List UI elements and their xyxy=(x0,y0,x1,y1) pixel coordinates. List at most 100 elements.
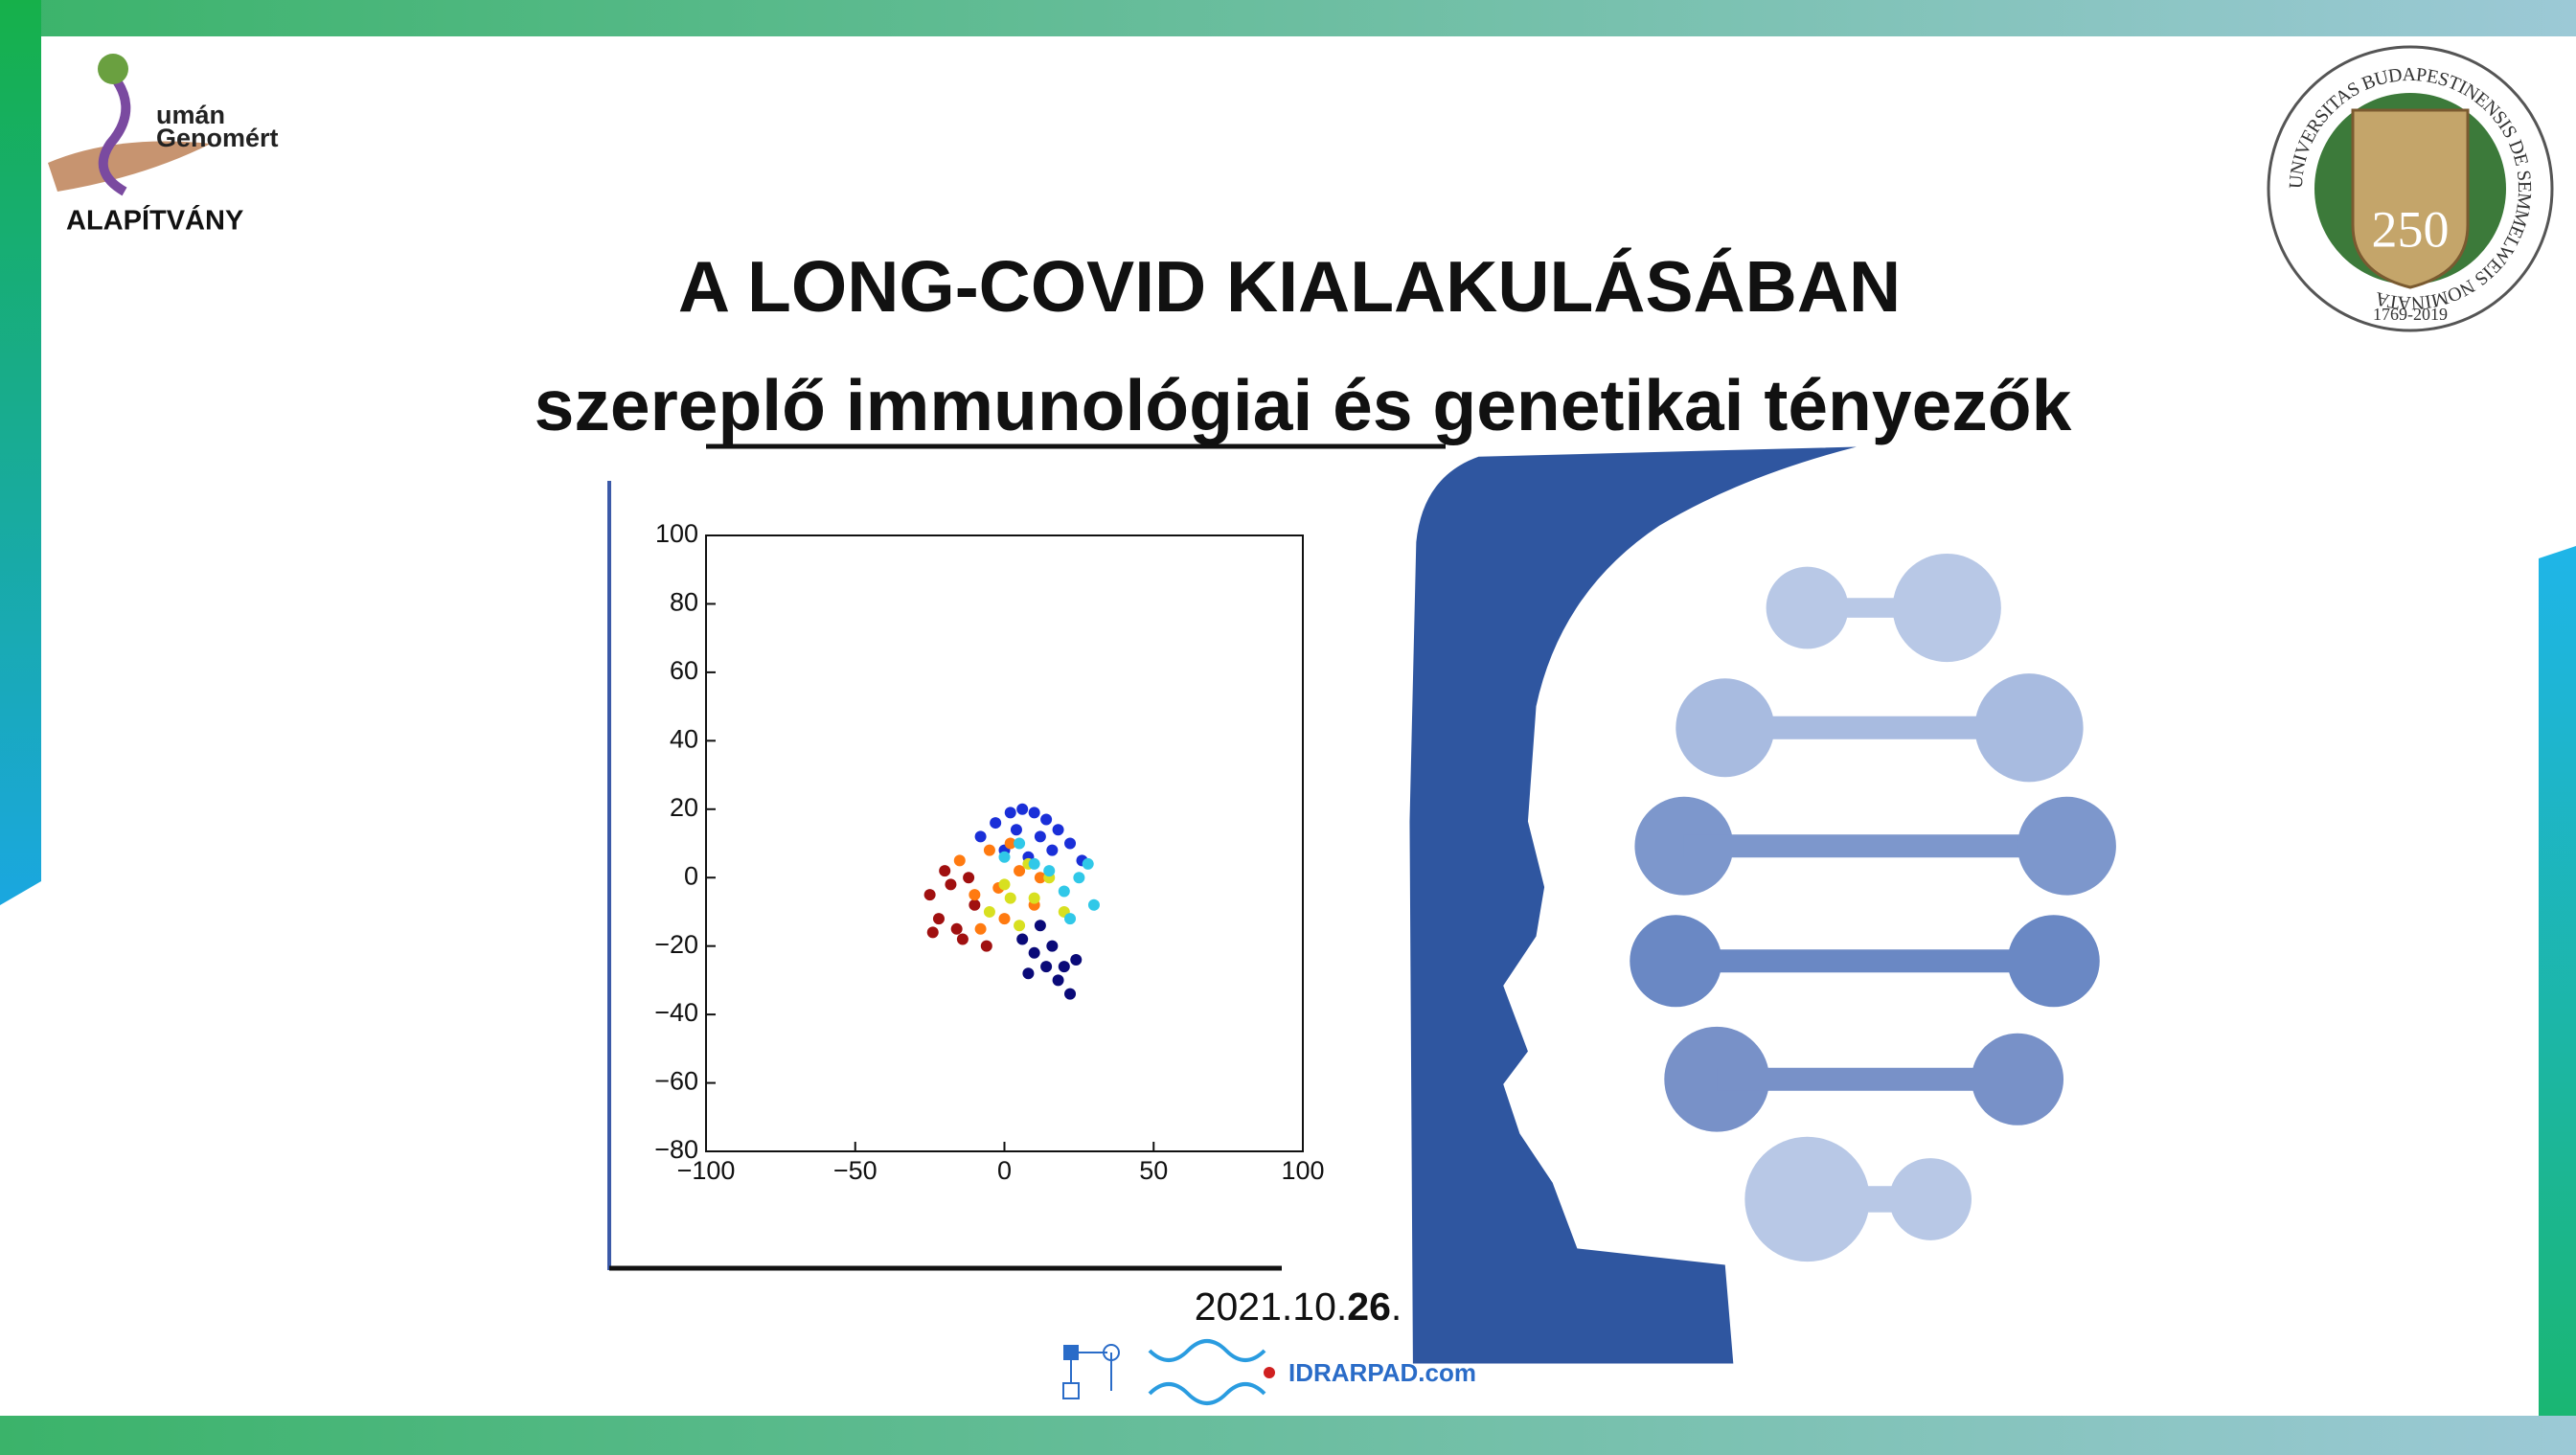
point xyxy=(983,844,995,856)
head-illustration xyxy=(1409,446,2116,1364)
point xyxy=(1040,813,1053,826)
y-tick-label: −60 xyxy=(654,1067,698,1096)
point xyxy=(1034,872,1046,884)
point xyxy=(998,913,1011,925)
date-part: 2021.10. xyxy=(1195,1284,1348,1329)
y-tick-label: 80 xyxy=(670,588,698,617)
point xyxy=(1014,837,1026,850)
point xyxy=(1010,824,1022,836)
logo-text: Genomért xyxy=(156,124,279,152)
seal: UNIVERSITAS BUDAPESTINENSIS DE SEMMELWEI… xyxy=(2267,45,2554,332)
point xyxy=(945,878,957,891)
point xyxy=(1043,865,1056,877)
x-tick-label: 100 xyxy=(1281,1156,1324,1185)
logo-left: umán Genomért ALAPÍTVÁNY xyxy=(48,54,279,237)
date: 2021.10.26. xyxy=(1195,1284,1402,1329)
y-tick-label: 20 xyxy=(670,793,698,822)
y-tick-label: −20 xyxy=(654,930,698,959)
point xyxy=(1034,830,1046,843)
point xyxy=(1022,967,1035,980)
date-part: 26 xyxy=(1347,1284,1391,1329)
dumbbell xyxy=(1664,1026,2064,1132)
point xyxy=(1016,803,1029,815)
point xyxy=(1040,961,1053,973)
y-tick-label: −80 xyxy=(654,1135,698,1164)
point xyxy=(1073,872,1085,884)
point xyxy=(1034,920,1046,932)
point xyxy=(1058,961,1070,973)
point xyxy=(939,865,951,877)
right-bar xyxy=(2539,546,2576,1455)
figure xyxy=(98,54,128,84)
footer-logo-text: IDRARPAD.com xyxy=(1288,1358,1476,1387)
plot-area xyxy=(705,534,1304,1152)
point xyxy=(1004,892,1016,904)
dna xyxy=(98,63,131,196)
point xyxy=(1052,824,1064,836)
point xyxy=(1058,885,1070,898)
dumbbell xyxy=(1744,1136,1972,1262)
point xyxy=(974,830,987,843)
point xyxy=(969,889,981,901)
x-tick-label: 50 xyxy=(1139,1156,1168,1185)
point xyxy=(950,922,963,935)
subtitle: szereplő immunológiai és genetikai ténye… xyxy=(535,365,2072,445)
point xyxy=(1082,857,1094,870)
point xyxy=(1064,837,1077,850)
x-tick-label: −100 xyxy=(677,1156,736,1185)
point xyxy=(956,933,969,945)
seal-number: 250 xyxy=(2372,200,2450,258)
y-tick-label: 40 xyxy=(670,724,698,753)
x-tick-label: 0 xyxy=(997,1156,1012,1185)
scatter-plot: −100 −50 0 50 100 −80 −60 −40 −20 0 20 40 60 80 100 xyxy=(654,519,1324,1185)
point xyxy=(1016,933,1029,945)
dumbbell xyxy=(1766,553,2001,663)
bottom-bar xyxy=(0,1416,2576,1455)
point xyxy=(1014,865,1026,877)
point xyxy=(923,889,936,901)
point xyxy=(926,926,939,939)
point xyxy=(1087,898,1100,911)
point xyxy=(1064,988,1077,1000)
point xyxy=(990,817,1002,830)
point xyxy=(1046,844,1059,856)
logo-text: umán xyxy=(156,101,225,129)
point xyxy=(1028,807,1040,819)
point xyxy=(998,878,1011,891)
dumbbell xyxy=(1676,673,2084,783)
point xyxy=(1046,940,1059,952)
point xyxy=(983,905,995,918)
point xyxy=(998,851,1011,863)
y-tick-label: −40 xyxy=(654,998,698,1027)
point xyxy=(1028,892,1040,904)
y-tick-label: 100 xyxy=(655,519,698,548)
left-bar xyxy=(0,0,41,905)
point xyxy=(953,854,966,867)
head xyxy=(1409,446,1857,1364)
footer-logo: IDRARPAD.com xyxy=(1062,1339,1476,1405)
point xyxy=(1064,913,1077,925)
point xyxy=(1014,920,1026,932)
y-tick-label: 0 xyxy=(684,861,698,890)
seal-shield xyxy=(2351,108,2470,289)
point xyxy=(1004,837,1016,850)
hand xyxy=(48,141,211,192)
point xyxy=(1028,857,1040,870)
dumbbell xyxy=(1630,915,2100,1008)
point xyxy=(974,922,987,935)
point xyxy=(932,913,945,925)
logo-text: ALAPÍTVÁNY xyxy=(66,204,243,237)
title: A LONG-COVID KIALAKULÁSÁBAN xyxy=(678,246,1901,327)
point xyxy=(1004,807,1016,819)
x-tick-label: −50 xyxy=(833,1156,878,1185)
point xyxy=(980,940,992,952)
point xyxy=(963,872,975,884)
y-tick-label: 60 xyxy=(670,656,698,685)
top-bar xyxy=(0,0,2576,36)
point xyxy=(969,898,981,911)
seal-years: 1769-2019 xyxy=(2373,305,2448,324)
point xyxy=(1028,946,1040,959)
point xyxy=(1070,953,1083,966)
